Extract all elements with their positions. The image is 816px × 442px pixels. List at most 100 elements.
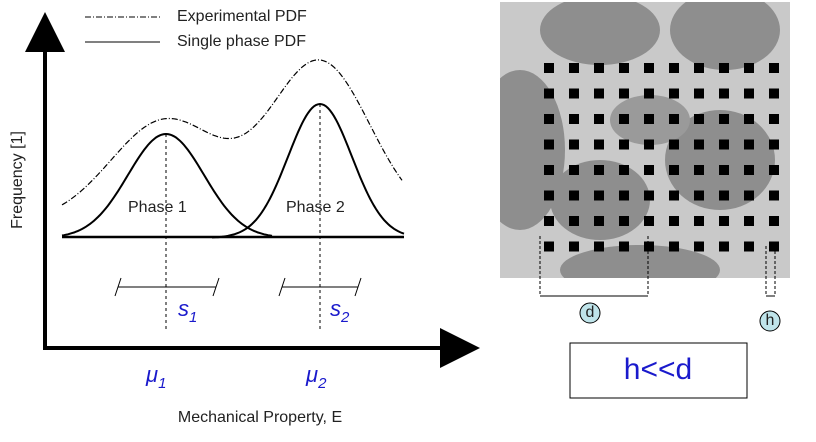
indent xyxy=(544,242,554,252)
indent xyxy=(769,140,779,150)
spread-label: s1 xyxy=(178,296,197,326)
indent xyxy=(644,63,654,73)
indent xyxy=(694,140,704,150)
page: Experimental PDF Single phase PDF Freque… xyxy=(0,0,816,442)
experimental-curve xyxy=(62,60,402,205)
indent xyxy=(719,140,729,150)
indent xyxy=(694,191,704,201)
indent xyxy=(594,216,604,226)
mean-label: μ2 xyxy=(305,362,327,392)
indent xyxy=(569,140,579,150)
indent xyxy=(744,89,754,99)
indent xyxy=(569,89,579,99)
indent xyxy=(694,63,704,73)
indent xyxy=(544,140,554,150)
indent xyxy=(669,89,679,99)
indent xyxy=(644,114,654,124)
indent xyxy=(694,114,704,124)
indent xyxy=(594,165,604,175)
x-axis-label: Mechanical Property, E xyxy=(178,409,342,426)
indent xyxy=(744,242,754,252)
indent xyxy=(744,63,754,73)
micrograph xyxy=(475,0,790,295)
indent xyxy=(544,63,554,73)
indent xyxy=(719,216,729,226)
y-axis-label: Frequency [1] xyxy=(9,131,26,229)
indent xyxy=(619,89,629,99)
phase2-curve xyxy=(212,104,404,238)
indent xyxy=(744,191,754,201)
indent xyxy=(719,63,729,73)
indent xyxy=(669,216,679,226)
indent xyxy=(569,114,579,124)
indent xyxy=(769,242,779,252)
indent xyxy=(769,191,779,201)
indent xyxy=(669,165,679,175)
indent xyxy=(644,140,654,150)
indent xyxy=(594,242,604,252)
indent xyxy=(719,89,729,99)
indent xyxy=(544,165,554,175)
indent xyxy=(769,89,779,99)
indent xyxy=(644,89,654,99)
indent xyxy=(594,191,604,201)
indent xyxy=(644,242,654,252)
indent xyxy=(619,140,629,150)
indent xyxy=(619,63,629,73)
indent xyxy=(594,63,604,73)
phase-label: Phase 2 xyxy=(286,199,345,216)
indent xyxy=(569,63,579,73)
indent xyxy=(694,242,704,252)
indent xyxy=(694,165,704,175)
indent xyxy=(719,191,729,201)
indent xyxy=(719,242,729,252)
indent xyxy=(669,242,679,252)
indent xyxy=(769,165,779,175)
d-label: d xyxy=(586,304,595,321)
phase1-curve xyxy=(62,134,272,236)
indent xyxy=(744,216,754,226)
indent xyxy=(744,140,754,150)
indent xyxy=(769,63,779,73)
indent xyxy=(744,165,754,175)
indent xyxy=(669,191,679,201)
indent xyxy=(669,140,679,150)
legend-label: Experimental PDF xyxy=(177,8,307,25)
indent xyxy=(619,114,629,124)
indent xyxy=(719,165,729,175)
indent xyxy=(569,242,579,252)
indent xyxy=(669,114,679,124)
spread-bar xyxy=(115,278,361,296)
indent xyxy=(594,140,604,150)
indent xyxy=(619,165,629,175)
indent xyxy=(769,216,779,226)
indent xyxy=(744,114,754,124)
indent xyxy=(569,165,579,175)
indent xyxy=(619,242,629,252)
indent xyxy=(594,89,604,99)
indent xyxy=(694,89,704,99)
legend-label: Single phase PDF xyxy=(177,33,306,50)
indent xyxy=(644,165,654,175)
indent xyxy=(644,216,654,226)
indent xyxy=(544,114,554,124)
indent xyxy=(619,191,629,201)
indent xyxy=(619,216,629,226)
indent xyxy=(769,114,779,124)
indent xyxy=(569,216,579,226)
indent xyxy=(669,63,679,73)
phase-label: Phase 1 xyxy=(128,199,187,216)
mean-label: μ1 xyxy=(145,362,166,392)
indent xyxy=(544,191,554,201)
indent xyxy=(594,114,604,124)
indent xyxy=(544,216,554,226)
relation-label: h<<d xyxy=(624,353,692,386)
indent xyxy=(544,89,554,99)
indent xyxy=(569,191,579,201)
spread-label: s2 xyxy=(330,296,350,326)
indent xyxy=(719,114,729,124)
indent xyxy=(694,216,704,226)
indent xyxy=(644,191,654,201)
h-label: h xyxy=(766,312,775,329)
figure: Experimental PDF Single phase PDF Freque… xyxy=(0,0,816,437)
